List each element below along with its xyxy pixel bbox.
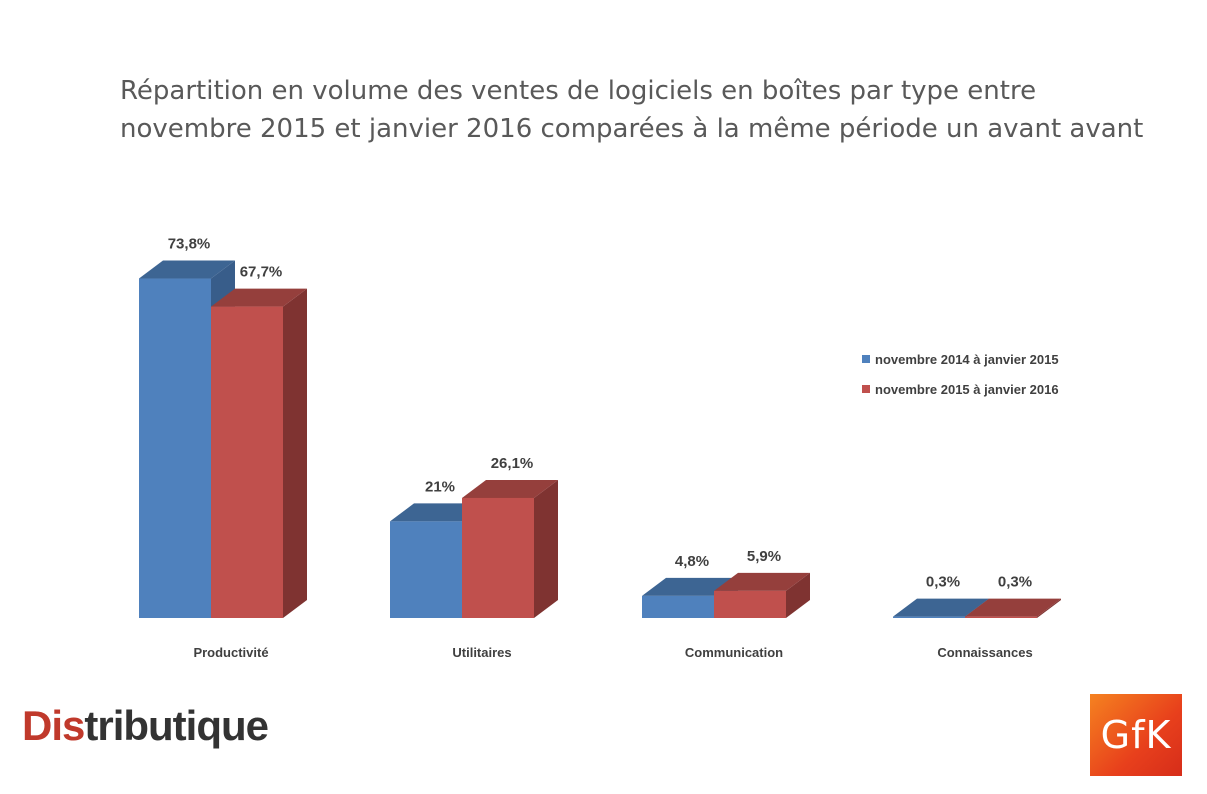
category-label-2: Communication <box>685 645 783 660</box>
category-label-3: Connaissances <box>937 645 1032 660</box>
chart-title-line-2: novembre 2015 et janvier 2016 comparées … <box>120 114 1144 144</box>
chart-title-line-1: Répartition en volume des ventes de logi… <box>120 76 1037 106</box>
chart-title: Répartition en volume des ventes de logi… <box>120 72 1144 148</box>
bar-series-2-3 <box>965 616 1037 618</box>
bar-top-series-2-2 <box>714 572 810 591</box>
data-label-series-2-2: 5,9% <box>747 548 781 565</box>
bar-top-series-1-0 <box>139 260 235 279</box>
bar-series-1-3 <box>893 616 965 618</box>
distributique-logo-prefix: Dis <box>22 702 85 749</box>
bar-side-series-2-0 <box>283 288 307 618</box>
bar-top-series-2-3 <box>965 598 1061 617</box>
bar-series-1-2 <box>642 595 714 618</box>
legend-swatch-series-2 <box>862 385 870 393</box>
legend-item-series-2: novembre 2015 à janvier 2016 <box>862 380 1062 400</box>
legend-label-series-2: novembre 2015 à janvier 2016 <box>875 382 1059 397</box>
bar-series-2-0 <box>211 306 283 618</box>
data-label-series-2-3: 0,3% <box>998 574 1032 591</box>
bar-top-series-1-3 <box>893 598 989 617</box>
legend-item-series-1: novembre 2014 à janvier 2015 <box>862 350 1062 370</box>
bar-series-1-1 <box>390 521 462 618</box>
category-label-1: Utilitaires <box>452 645 511 660</box>
legend-swatch-series-1 <box>862 355 870 363</box>
bar-top-series-2-1 <box>462 479 558 498</box>
category-label-0: Productivité <box>193 645 268 660</box>
chart-legend: novembre 2014 à janvier 2015 novembre 20… <box>862 350 1062 410</box>
bar-side-series-2-3 <box>1037 598 1061 618</box>
data-label-series-1-2: 4,8% <box>675 553 709 570</box>
gfk-logo-text: GfK <box>1100 713 1172 757</box>
bar-series-1-0 <box>139 278 211 618</box>
bar-series-2-1 <box>462 497 534 618</box>
data-label-series-2-1: 26,1% <box>491 455 534 472</box>
data-label-series-1-0: 73,8% <box>168 236 211 253</box>
bar-series-2-2 <box>714 590 786 618</box>
distributique-logo: Distributique <box>22 702 269 750</box>
gfk-logo: GfK <box>1090 694 1182 776</box>
bar-top-series-2-0 <box>211 288 307 307</box>
data-label-series-1-1: 21% <box>425 478 455 495</box>
legend-label-series-1: novembre 2014 à janvier 2015 <box>875 352 1059 367</box>
distributique-logo-rest: tributique <box>84 702 269 749</box>
data-label-series-1-3: 0,3% <box>926 574 960 591</box>
bar-side-series-2-2 <box>786 572 810 618</box>
data-label-series-2-0: 67,7% <box>240 264 283 281</box>
bar-side-series-2-1 <box>534 479 558 618</box>
